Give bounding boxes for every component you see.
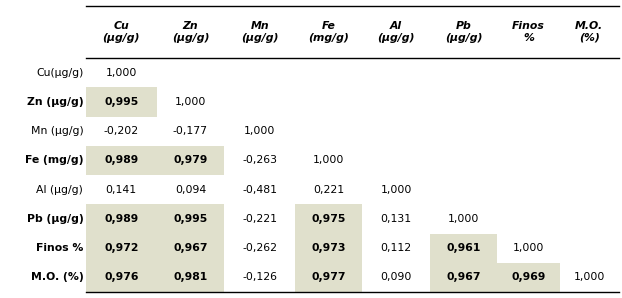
Text: 1,000: 1,000: [175, 97, 206, 107]
Text: -0,177: -0,177: [173, 126, 208, 136]
Text: -0,262: -0,262: [242, 243, 277, 253]
Text: 0,976: 0,976: [104, 272, 139, 283]
Text: 0,995: 0,995: [174, 214, 208, 224]
Text: Finos %: Finos %: [36, 243, 83, 253]
Text: 0,995: 0,995: [104, 97, 138, 107]
Text: Al (μg/g): Al (μg/g): [37, 185, 83, 195]
Text: 0,112: 0,112: [381, 243, 412, 253]
Text: 1,000: 1,000: [381, 185, 412, 195]
Text: 0,094: 0,094: [175, 185, 206, 195]
Text: Finos
%: Finos %: [512, 21, 545, 43]
Text: M.O.
(%): M.O. (%): [575, 21, 603, 43]
Text: 0,967: 0,967: [447, 272, 481, 283]
Bar: [295, 263, 363, 292]
Text: 1,000: 1,000: [313, 156, 345, 165]
Bar: [157, 146, 224, 175]
Text: -0,221: -0,221: [242, 214, 277, 224]
Bar: [430, 263, 498, 292]
Bar: [157, 234, 224, 263]
Text: M.O. (%): M.O. (%): [30, 272, 83, 283]
Text: Pb
(μg/g): Pb (μg/g): [445, 21, 483, 43]
Text: 0,090: 0,090: [381, 272, 412, 283]
Text: -0,263: -0,263: [242, 156, 277, 165]
Bar: [157, 204, 224, 234]
Bar: [295, 204, 363, 234]
Text: 1,000: 1,000: [106, 68, 137, 78]
Text: 1,000: 1,000: [573, 272, 605, 283]
Text: 0,989: 0,989: [104, 156, 138, 165]
Text: -0,126: -0,126: [242, 272, 277, 283]
Bar: [86, 146, 157, 175]
Bar: [430, 234, 498, 263]
Text: 0,977: 0,977: [312, 272, 346, 283]
Text: 0,967: 0,967: [173, 243, 208, 253]
Text: 0,131: 0,131: [381, 214, 412, 224]
Text: Cu(μg/g): Cu(μg/g): [36, 68, 83, 78]
Bar: [295, 234, 363, 263]
Text: 0,981: 0,981: [174, 272, 208, 283]
Text: Zn (μg/g): Zn (μg/g): [27, 97, 83, 107]
Text: Mn (μg/g): Mn (μg/g): [30, 126, 83, 136]
Text: 0,969: 0,969: [511, 272, 545, 283]
Text: 0,141: 0,141: [106, 185, 137, 195]
Text: 0,979: 0,979: [174, 156, 208, 165]
Bar: [157, 263, 224, 292]
Text: Mn
(μg/g): Mn (μg/g): [241, 21, 278, 43]
Text: 0,972: 0,972: [104, 243, 139, 253]
Text: 0,989: 0,989: [104, 214, 138, 224]
Text: Al
(μg/g): Al (μg/g): [378, 21, 415, 43]
Text: Cu
(μg/g): Cu (μg/g): [103, 21, 140, 43]
Text: Pb (μg/g): Pb (μg/g): [27, 214, 83, 224]
Text: 0,975: 0,975: [312, 214, 346, 224]
Bar: [86, 204, 157, 234]
Text: Zn
(μg/g): Zn (μg/g): [172, 21, 209, 43]
Text: 1,000: 1,000: [513, 243, 544, 253]
Text: Fe
(mg/g): Fe (mg/g): [309, 21, 349, 43]
Text: 0,961: 0,961: [447, 243, 481, 253]
Text: 0,973: 0,973: [312, 243, 346, 253]
Bar: [86, 234, 157, 263]
Text: -0,202: -0,202: [104, 126, 139, 136]
Bar: [86, 87, 157, 117]
Text: 0,221: 0,221: [313, 185, 345, 195]
Bar: [86, 263, 157, 292]
Bar: [498, 263, 560, 292]
Text: -0,481: -0,481: [242, 185, 277, 195]
Text: 1,000: 1,000: [448, 214, 480, 224]
Text: 1,000: 1,000: [244, 126, 276, 136]
Text: Fe (mg/g): Fe (mg/g): [25, 156, 83, 165]
